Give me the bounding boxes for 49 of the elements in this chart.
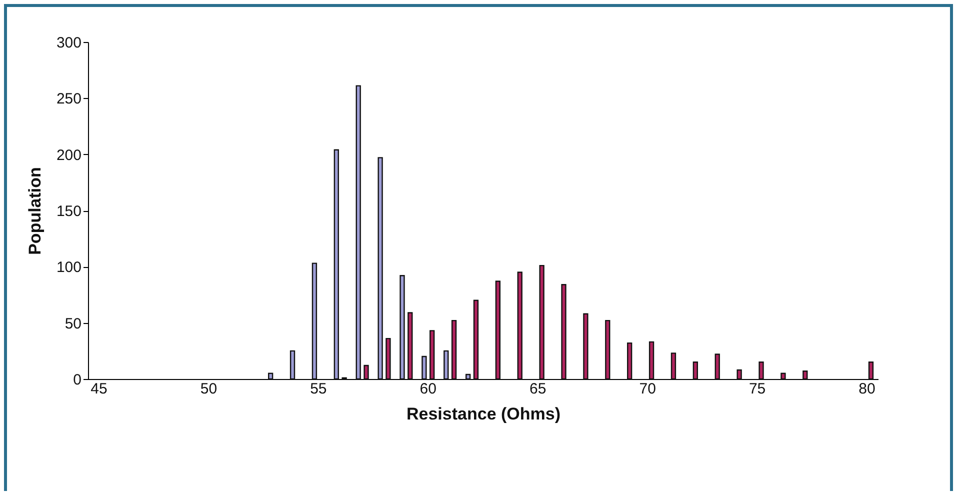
x-tick-label: 50 <box>200 380 218 398</box>
bar <box>670 352 676 380</box>
x-tick-label: 45 <box>90 380 108 398</box>
bar <box>386 338 391 380</box>
bar <box>356 85 361 380</box>
bar <box>400 275 405 380</box>
y-tick-label: 100 <box>56 259 82 276</box>
bar <box>714 354 720 380</box>
y-tick-label: 250 <box>56 90 82 108</box>
bar <box>430 330 435 380</box>
bar <box>692 362 698 380</box>
y-tick-label: 150 <box>56 203 82 220</box>
bar <box>312 262 318 380</box>
bar <box>605 320 610 380</box>
x-tick-label: 75 <box>748 380 766 398</box>
bar <box>495 280 500 380</box>
x-tick-label: 55 <box>310 380 327 398</box>
bar <box>868 362 874 380</box>
y-tick-label: 0 <box>73 372 82 388</box>
bar <box>451 320 457 380</box>
bar <box>364 364 369 380</box>
bar <box>780 372 786 380</box>
x-tick-label: 60 <box>420 380 436 398</box>
bar <box>539 264 544 380</box>
bar <box>444 350 449 380</box>
bar <box>408 312 413 380</box>
y-axis-title: Population <box>25 167 44 255</box>
bar <box>561 284 566 380</box>
bar <box>517 272 522 380</box>
bar <box>758 362 764 380</box>
y-tick-label: 50 <box>64 315 82 332</box>
y-tick-label: 200 <box>56 146 82 164</box>
bar <box>583 313 588 380</box>
x-tick-label: 65 <box>530 380 546 398</box>
x-tick-label: 80 <box>858 380 876 398</box>
bar <box>268 372 274 380</box>
bar <box>473 300 479 380</box>
bar <box>422 356 427 380</box>
bar <box>378 157 383 380</box>
y-tick-label: 300 <box>56 34 82 52</box>
x-axis-title: Resistance (Ohms) <box>406 404 560 424</box>
bar <box>736 369 742 380</box>
bar <box>627 342 632 380</box>
x-tick-label: 70 <box>639 380 656 398</box>
bar <box>466 374 471 380</box>
bar <box>648 341 654 380</box>
bar <box>802 370 808 380</box>
bar <box>290 350 296 380</box>
bar <box>334 149 339 380</box>
